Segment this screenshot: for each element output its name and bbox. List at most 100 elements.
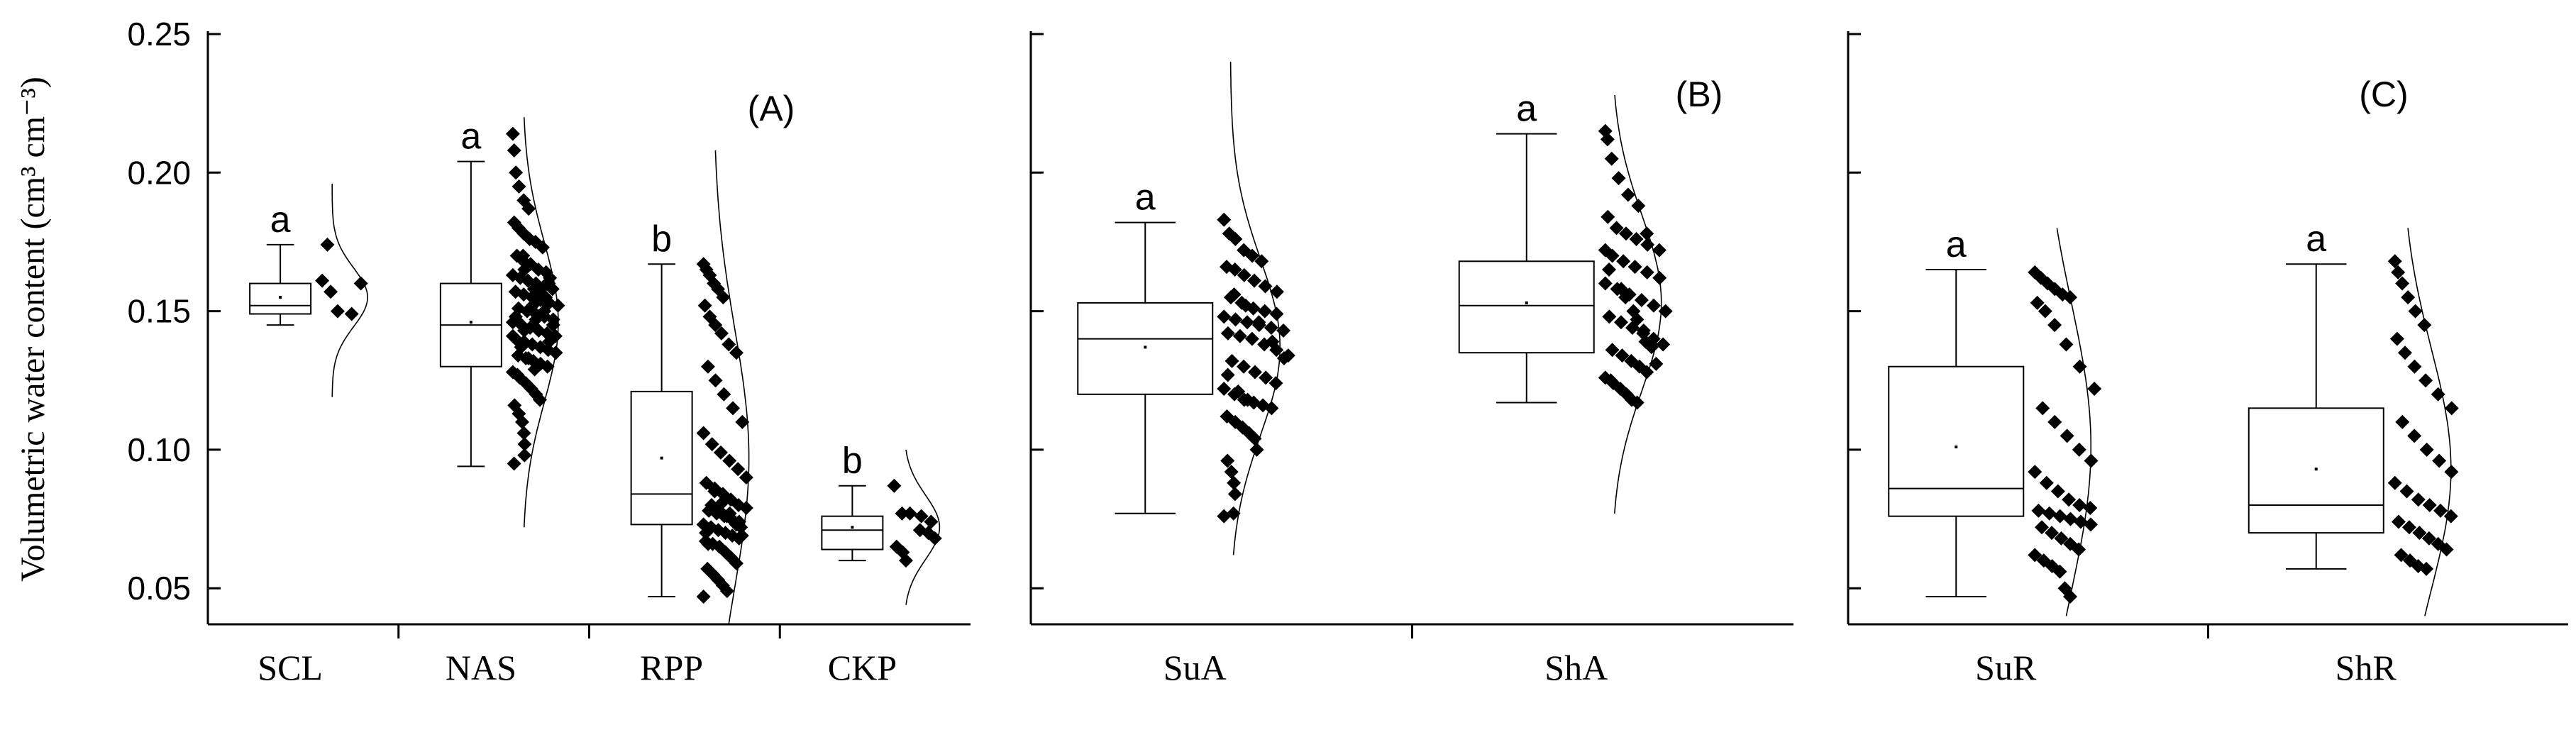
normal-curve-shr [2407, 228, 2452, 616]
data-point [1224, 465, 1239, 480]
data-point [924, 514, 939, 529]
panel-label: (B) [1676, 74, 1723, 114]
data-point [2028, 465, 2042, 480]
data-point [2062, 492, 2077, 507]
box-scl [249, 282, 312, 315]
data-point [1604, 151, 1619, 166]
data-point [516, 426, 531, 441]
x-tick-label-shr: ShR [2335, 648, 2397, 687]
significance-letter-shr: a [2306, 219, 2326, 260]
data-point [330, 304, 345, 319]
data-point [2035, 401, 2050, 416]
data-point [2391, 265, 2406, 280]
mean-marker-shr [2314, 468, 2318, 471]
box-sua [1077, 302, 1214, 395]
data-point [516, 248, 531, 263]
data-point [739, 470, 753, 485]
data-point [1630, 312, 1644, 327]
data-point [505, 328, 520, 343]
normal-curve-sha [1614, 94, 1662, 514]
data-point [2030, 295, 2045, 310]
data-point [1245, 248, 1260, 263]
data-point [1276, 351, 1291, 366]
points-sur [2028, 265, 2102, 604]
data-point [517, 323, 532, 338]
x-tick-label-nas: NAS [446, 648, 516, 687]
data-point [546, 318, 560, 333]
data-point [927, 531, 942, 546]
y-tick-label: 0.15 [127, 293, 191, 330]
data-point [729, 345, 744, 360]
data-point [1237, 359, 1251, 374]
box-sur [1888, 365, 2025, 517]
data-point [353, 276, 368, 291]
data-point [2401, 290, 2416, 305]
data-point [1601, 209, 1615, 224]
data-point [1269, 306, 1284, 321]
data-point [324, 284, 338, 299]
data-point [1627, 260, 1642, 275]
data-point [2084, 453, 2099, 468]
data-point [2387, 475, 2402, 490]
data-point [704, 437, 719, 452]
box-ckp [821, 515, 884, 551]
data-point [1257, 304, 1272, 319]
data-point [1268, 376, 1283, 391]
data-point [1237, 267, 1251, 282]
data-point [517, 262, 532, 277]
data-point [537, 304, 552, 319]
data-point [1618, 290, 1633, 305]
data-point [1658, 304, 1673, 319]
data-point [2444, 465, 2459, 480]
data-point [1251, 315, 1266, 330]
data-point [344, 306, 359, 321]
normal-curve-scl [331, 183, 368, 397]
data-point [716, 290, 731, 305]
data-point [2408, 304, 2423, 319]
data-point [1244, 331, 1259, 346]
y-axis-label: Volumetric water content (cm³ cm⁻³) [14, 77, 52, 582]
data-point [2063, 511, 2078, 526]
data-point [2407, 428, 2422, 443]
data-point [1217, 381, 1232, 396]
data-point [1220, 326, 1235, 341]
y-tick-label: 0.05 [127, 570, 191, 607]
data-point [535, 240, 550, 255]
data-point [1217, 509, 1232, 524]
data-point [2052, 564, 2067, 579]
y-tick-label: 0.25 [127, 16, 191, 52]
data-point [2417, 318, 2432, 333]
mean-marker-scl [279, 296, 282, 299]
data-point [1259, 370, 1273, 385]
data-point [700, 359, 715, 374]
data-point [1269, 284, 1284, 299]
data-point [514, 414, 529, 429]
data-point [2054, 531, 2069, 546]
normal-curve-ckp [905, 449, 941, 605]
data-point [701, 536, 716, 551]
data-point [1265, 334, 1280, 349]
significance-letter-ckp: b [842, 441, 863, 482]
data-point [1615, 348, 1630, 363]
data-point [1611, 171, 1626, 186]
data-layer [249, 62, 2459, 625]
data-point [2389, 331, 2404, 346]
data-point [2063, 290, 2078, 305]
data-point [2072, 359, 2087, 374]
data-point [1240, 392, 1255, 407]
significance-letter-nas: a [460, 116, 481, 157]
data-point [2412, 526, 2427, 541]
data-point [708, 373, 723, 388]
data-point [1652, 243, 1666, 258]
data-point [914, 509, 929, 524]
data-point [1264, 321, 1278, 336]
data-point [1598, 243, 1613, 258]
data-point [1227, 287, 1242, 302]
data-point [2422, 498, 2437, 513]
y-tick-label: 0.20 [127, 154, 191, 191]
points-shr [2387, 254, 2459, 576]
data-point [2431, 387, 2445, 402]
data-point [1631, 199, 1646, 214]
data-point [887, 478, 902, 493]
